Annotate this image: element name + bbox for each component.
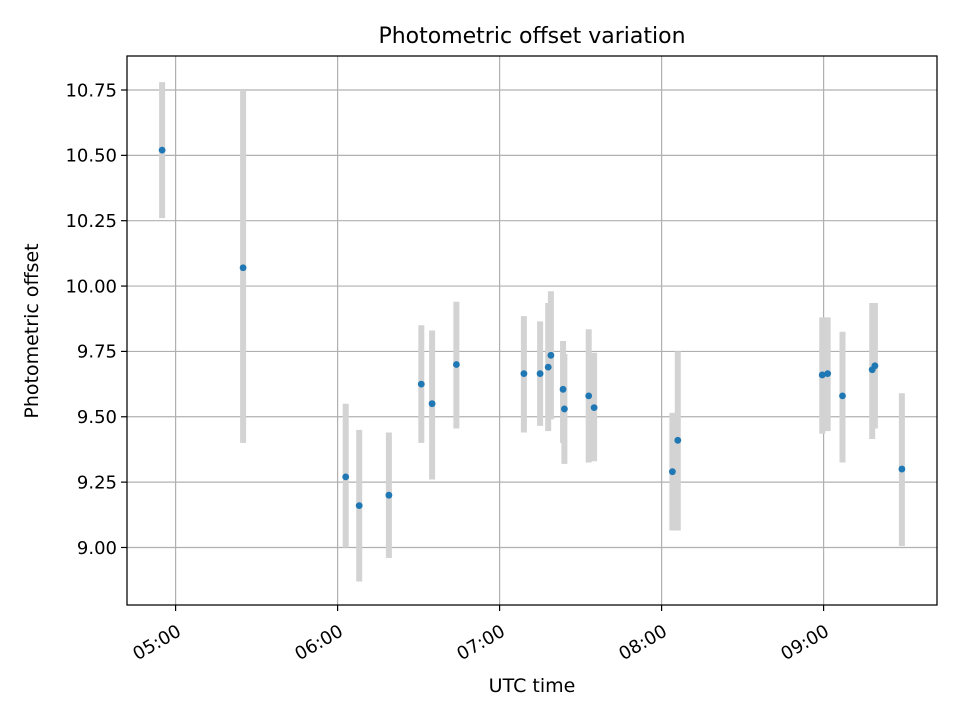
x-axis-label: UTC time (489, 675, 576, 697)
y-tick-label: 10.00 (65, 276, 117, 297)
data-point (417, 380, 425, 388)
x-tick-label: 05:00 (129, 621, 184, 665)
data-point (536, 370, 544, 378)
x-tick-label: 09:00 (777, 621, 832, 665)
data-point (559, 385, 567, 393)
data-point (669, 468, 676, 476)
data-point (520, 370, 528, 378)
x-tick-label: 08:00 (615, 621, 670, 665)
point-layer (158, 146, 906, 510)
data-point (547, 351, 555, 359)
data-point (824, 370, 832, 378)
data-point (544, 363, 552, 371)
x-tick-label: 06:00 (291, 621, 346, 665)
tick-layer: 05:00 06:00 07:00 08:00 09:00 9.00 9.25 9.50 9.7… (65, 80, 832, 665)
y-axis-label: Photometric offset (21, 243, 43, 418)
data-point (561, 405, 568, 413)
data-point (585, 392, 593, 400)
grid-layer (127, 56, 937, 605)
x-tick-label: 07:00 (453, 621, 508, 665)
y-tick-label: 9.25 (77, 472, 117, 493)
data-point (590, 404, 598, 412)
data-point (355, 502, 363, 510)
plot-frame (126, 55, 938, 606)
data-point (839, 392, 846, 400)
data-point (158, 146, 166, 154)
data-point (239, 264, 247, 272)
errorbar-layer (159, 82, 905, 582)
data-point (898, 465, 906, 473)
data-point (428, 400, 436, 408)
data-point (818, 371, 826, 379)
data-point (342, 473, 350, 481)
y-tick-label: 10.25 (65, 211, 117, 232)
data-point (674, 436, 682, 444)
data-point (453, 361, 460, 368)
data-point (871, 362, 879, 370)
data-point (385, 491, 393, 499)
y-tick-label: 9.00 (77, 538, 117, 559)
y-tick-label: 9.75 (77, 342, 117, 363)
y-tick-label: 10.75 (65, 80, 117, 101)
y-tick-label: 10.50 (65, 146, 117, 167)
y-tick-label: 9.50 (77, 407, 117, 428)
chart-title: Photometric offset variation (378, 24, 685, 49)
